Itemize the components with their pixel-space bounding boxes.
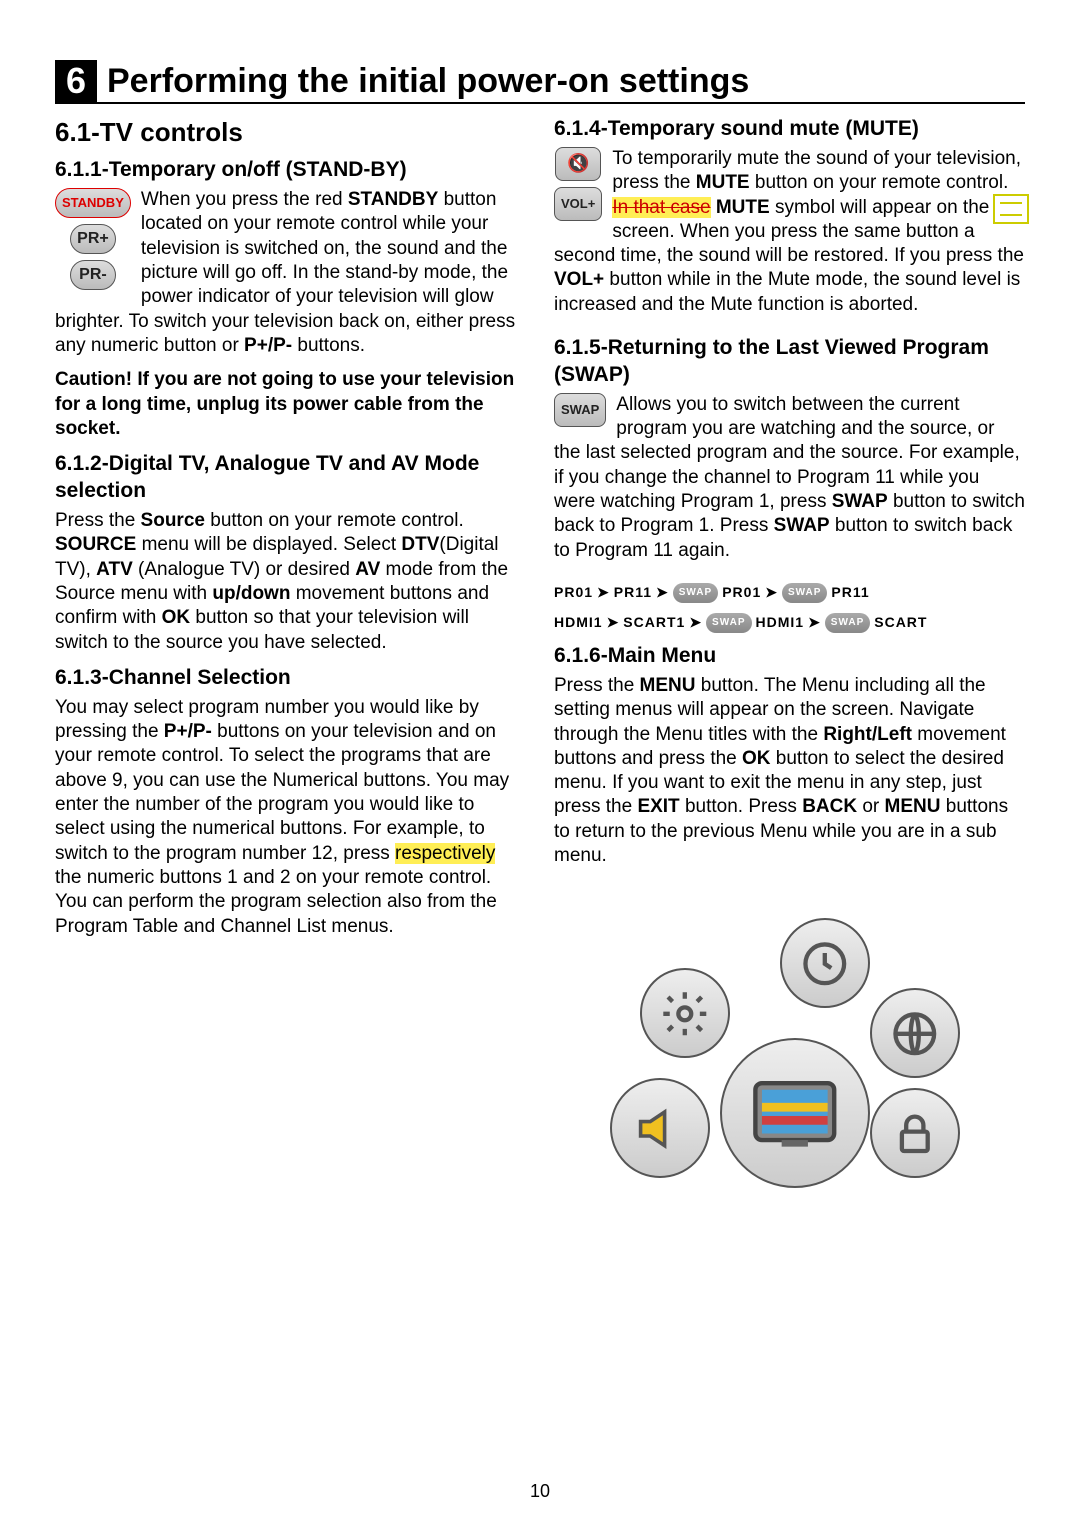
text: button while in the Mute mode, the sound… [554, 269, 1020, 314]
clock-icon [780, 918, 870, 1008]
pr-plus-button-icon: PR+ [70, 224, 116, 254]
page-number: 10 [530, 1481, 550, 1502]
highlighted-text: respectively [395, 843, 495, 864]
flow-label: HDMI1 [554, 614, 603, 632]
bold-text: Caution! If you are not going to use you… [55, 369, 514, 439]
subsection-6-1-6-body: Press the MENU button. The Menu includin… [554, 674, 1025, 869]
speaker-icon [610, 1078, 710, 1178]
section-6-1-title: 6.1-TV controls [55, 116, 526, 149]
arrow-icon: ➤ [808, 614, 821, 632]
flow-label: PR01 [722, 584, 761, 602]
flow-label: HDMI1 [756, 614, 805, 632]
subsection-6-1-4-body: To temporarily mute the sound of your te… [554, 147, 1025, 317]
subsection-6-1-6-title: 6.1.6-Main Menu [554, 643, 1025, 670]
bold-text: STANDBY [348, 189, 438, 210]
chapter-title: Performing the initial power-on settings [107, 62, 749, 101]
swap-button-illustration: SWAP [554, 393, 606, 427]
text: the numeric buttons 1 and 2 on your remo… [55, 867, 497, 937]
subsection-6-1-2-body: Press the Source button on your remote c… [55, 509, 526, 655]
bold-text: MUTE [696, 172, 750, 193]
mute-button-icon: 🔇 [555, 147, 601, 181]
main-menu-illustration [610, 908, 970, 1208]
flow-label: PR01 [554, 584, 593, 602]
swap-pill-icon: SWAP [706, 613, 751, 633]
settings-gear-icon [640, 968, 730, 1058]
subsection-6-1-5-title: 6.1.5-Returning to the Last Viewed Progr… [554, 335, 1025, 389]
text: button on your remote control. [750, 172, 1009, 193]
standby-buttons-illustration: STANDBY PR+ PR- [55, 188, 131, 290]
swap-pill-icon: SWAP [673, 583, 718, 603]
subsection-6-1-5-body: Allows you to switch between the current… [554, 393, 1025, 563]
globe-icon [870, 988, 960, 1078]
swap-pill-icon: SWAP [825, 613, 870, 633]
right-column: 6.1.4-Temporary sound mute (MUTE) 🔇 VOL+… [554, 116, 1025, 1208]
text: buttons. [292, 335, 365, 356]
arrow-icon: ➤ [765, 584, 778, 602]
highlighted-strikethrough-text: In that case [612, 197, 710, 218]
chapter-number: 6 [55, 60, 97, 102]
text: You may select program number you would … [55, 697, 509, 864]
tv-screen-icon [720, 1038, 870, 1188]
bold-text: MUTE [716, 197, 770, 218]
arrow-icon: ➤ [607, 614, 620, 632]
subsection-6-1-3-title: 6.1.3-Channel Selection [55, 665, 526, 692]
bold-text: P+/P- [244, 335, 292, 356]
bold-text: VOL+ [554, 269, 604, 290]
annotation-lines-icon [1000, 202, 1022, 216]
mute-buttons-illustration: 🔇 VOL+ [554, 147, 602, 221]
subsection-6-1-3-body: You may select program number you would … [55, 696, 526, 939]
text: When you press the red [141, 189, 348, 210]
pr-minus-button-icon: PR- [70, 260, 116, 290]
swap-button-icon: SWAP [554, 393, 606, 427]
vol-plus-button-icon: VOL+ [554, 187, 602, 221]
flow-label: PR11 [614, 584, 652, 602]
flow-label: SCART1 [623, 614, 685, 632]
flow-label: PR11 [831, 584, 869, 602]
content-columns: 6.1-TV controls 6.1.1-Temporary on/off (… [55, 116, 1025, 1208]
left-column: 6.1-TV controls 6.1.1-Temporary on/off (… [55, 116, 526, 1208]
subsection-6-1-4-title: 6.1.4-Temporary sound mute (MUTE) [554, 116, 1025, 143]
chapter-header: 6 Performing the initial power-on settin… [55, 60, 1025, 104]
arrow-icon: ➤ [656, 584, 669, 602]
swap-flow-programs: PR01➤ PR11➤ SWAP PR01➤ SWAP PR11 [554, 583, 1025, 603]
annotation-marker [993, 194, 1029, 224]
swap-pill-icon: SWAP [782, 583, 827, 603]
flow-label: SCART [874, 614, 927, 632]
arrow-icon: ➤ [689, 614, 702, 632]
caution-text: Caution! If you are not going to use you… [55, 368, 526, 441]
arrow-icon: ➤ [597, 584, 610, 602]
subsection-6-1-1-title: 6.1.1-Temporary on/off (STAND-BY) [55, 157, 526, 184]
standby-button-icon: STANDBY [55, 188, 131, 218]
lock-icon [870, 1088, 960, 1178]
subsection-6-1-2-title: 6.1.2-Digital TV, Analogue TV and AV Mod… [55, 451, 526, 505]
swap-flow-sources: HDMI1➤ SCART1➤ SWAP HDMI1➤ SWAP SCART [554, 613, 1025, 633]
